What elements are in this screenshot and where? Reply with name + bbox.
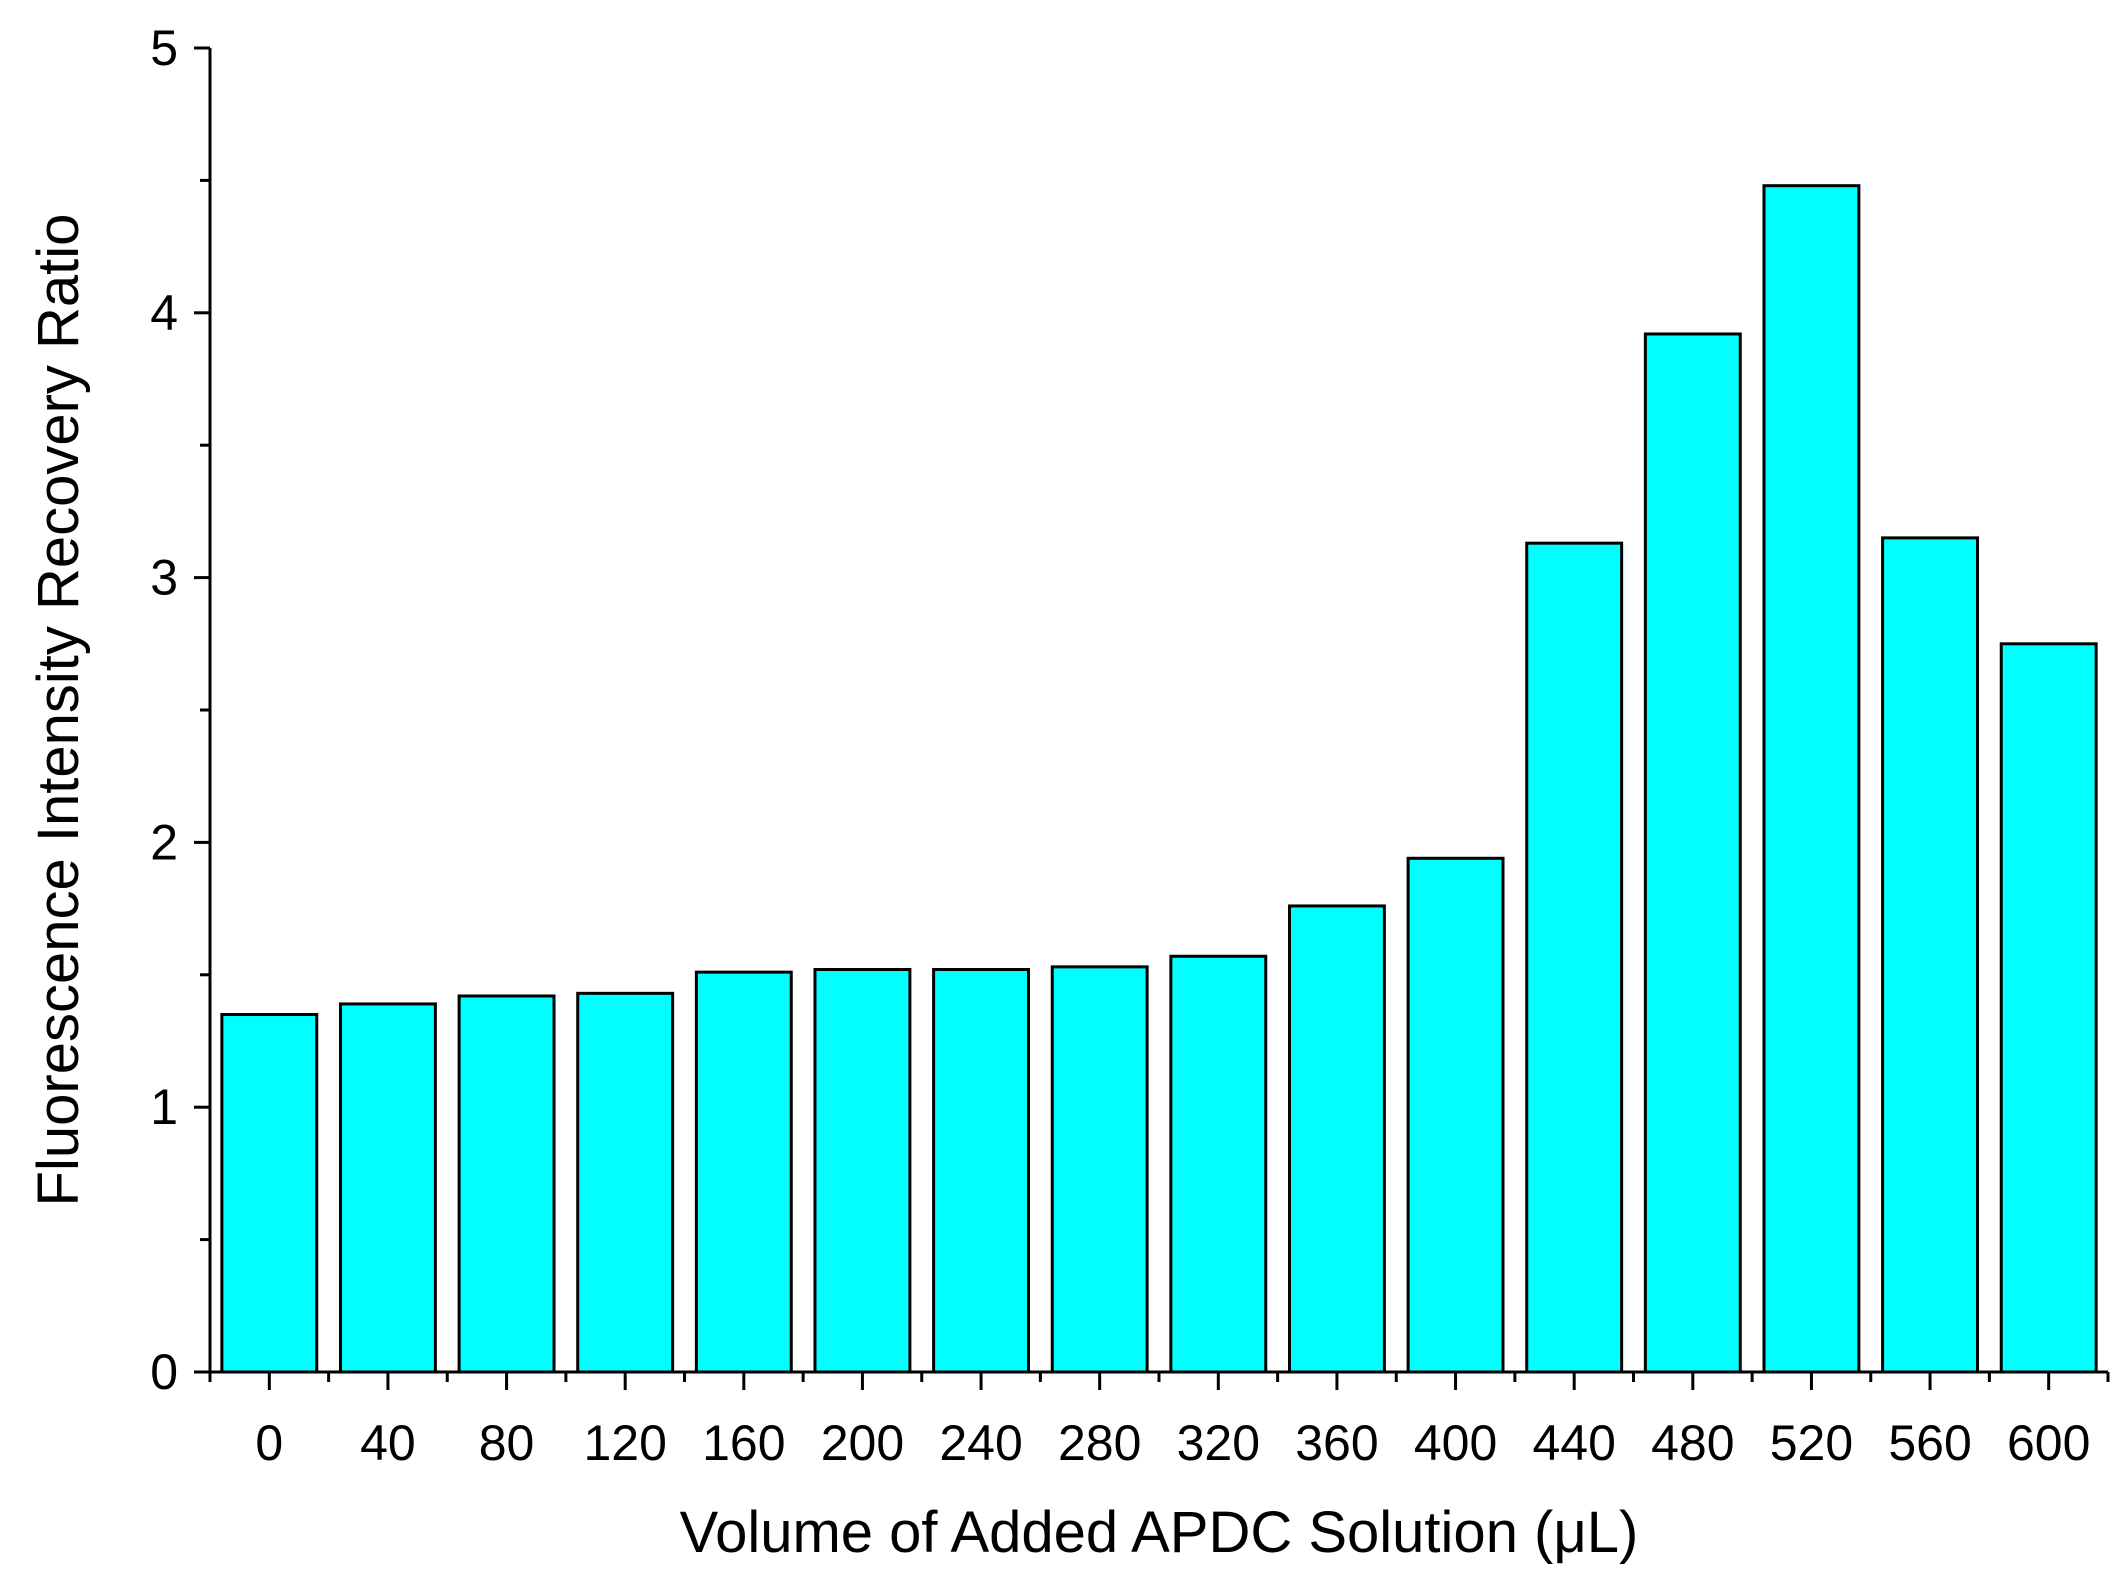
bars-group: [220, 184, 2098, 1374]
y-tick-label: 0: [150, 1344, 178, 1400]
y-tick-label: 4: [150, 285, 178, 341]
x-tick-label-480: 480: [1651, 1415, 1734, 1471]
bar-520: [1762, 184, 1861, 1374]
bar-400: [1406, 856, 1505, 1374]
bar-40: [338, 1002, 437, 1374]
bar-320: [1169, 954, 1268, 1374]
x-tick-label-440: 440: [1532, 1415, 1615, 1471]
x-tick-label-360: 360: [1295, 1415, 1378, 1471]
x-tick-label-80: 80: [479, 1415, 535, 1471]
y-tick-label: 5: [150, 20, 178, 76]
x-tick-label-280: 280: [1058, 1415, 1141, 1471]
y-tick-label: 2: [150, 814, 178, 870]
x-tick-label-320: 320: [1177, 1415, 1260, 1471]
y-axis-label: Fluorescence Intensity Recovery Ratio: [26, 214, 91, 1207]
bar-560: [1881, 536, 1980, 1374]
x-tick-label-40: 40: [360, 1415, 416, 1471]
x-tick-label-560: 560: [1888, 1415, 1971, 1471]
x-tick-label-120: 120: [583, 1415, 666, 1471]
x-tick-label-240: 240: [939, 1415, 1022, 1471]
x-axis-ticks: 0 40 80 120 160 200 240 280 320 360 400 440 480 520 56…: [208, 1372, 2110, 1471]
bar-240: [932, 968, 1031, 1374]
bar-200: [813, 968, 912, 1374]
bar-80: [457, 994, 556, 1374]
bar-440: [1525, 541, 1624, 1374]
y-tick-label: 1: [150, 1079, 178, 1135]
bar-120: [576, 991, 675, 1374]
x-tick-label-0: 0: [255, 1415, 283, 1471]
x-tick-label-200: 200: [821, 1415, 904, 1471]
y-axis-ticks: 0 1 2 3 4 5: [150, 20, 210, 1400]
x-tick-label-600: 600: [2007, 1415, 2090, 1471]
bar-280: [1050, 965, 1149, 1374]
y-tick-label: 3: [150, 550, 178, 606]
bar-160: [694, 970, 793, 1374]
x-axis-label: Volume of Added APDC Solution (μL): [680, 1500, 1639, 1565]
x-tick-label-520: 520: [1770, 1415, 1853, 1471]
bar-480: [1643, 332, 1742, 1374]
bar-600: [1999, 642, 2098, 1374]
x-tick-label-160: 160: [702, 1415, 785, 1471]
bar-360: [1287, 904, 1386, 1374]
x-tick-label-400: 400: [1414, 1415, 1497, 1471]
bar-0: [220, 1013, 319, 1374]
